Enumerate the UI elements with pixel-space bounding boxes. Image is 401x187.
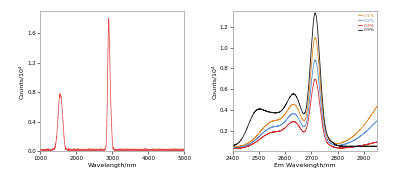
X-axis label: Em Wavelength/nm: Em Wavelength/nm xyxy=(274,163,336,168)
0.2% xyxy=(372,123,377,125)
Line: 0.1%: 0.1% xyxy=(233,38,377,147)
0.2% xyxy=(230,147,235,149)
0.9% xyxy=(345,145,350,148)
0.1% xyxy=(356,130,361,132)
0.2% xyxy=(286,117,290,119)
0.1% xyxy=(372,110,377,112)
Line: 0.2%: 0.2% xyxy=(233,60,377,148)
0.1% xyxy=(230,146,235,148)
0.1% xyxy=(286,109,290,111)
0.2% xyxy=(313,59,318,61)
0.1% xyxy=(231,146,235,148)
0.9% xyxy=(255,108,260,111)
0.3% xyxy=(286,124,290,126)
0.1% xyxy=(247,141,251,144)
0.3% xyxy=(372,142,377,144)
0.2% xyxy=(247,143,251,145)
0.9% xyxy=(375,145,379,147)
0.9% xyxy=(230,144,235,147)
0.9% xyxy=(292,93,297,95)
0.1% xyxy=(313,36,318,39)
0.9% xyxy=(286,99,290,102)
0.3% xyxy=(356,145,361,147)
Legend: 0.1%, 0.2%, 0.3%, 0.9%: 0.1%, 0.2%, 0.3%, 0.9% xyxy=(358,13,375,33)
0.2% xyxy=(375,120,379,122)
0.9% xyxy=(313,12,318,14)
0.9% xyxy=(372,145,377,147)
0.2% xyxy=(292,113,297,115)
Y-axis label: Counts/10⁴: Counts/10⁴ xyxy=(211,64,217,99)
0.3% xyxy=(231,148,235,150)
0.3% xyxy=(230,148,235,150)
0.9% xyxy=(356,145,361,147)
0.3% xyxy=(292,121,297,123)
Line: 0.9%: 0.9% xyxy=(233,13,377,147)
0.1% xyxy=(375,105,379,108)
0.2% xyxy=(232,147,237,149)
X-axis label: Wavelength/nm: Wavelength/nm xyxy=(87,163,137,168)
Line: 0.3%: 0.3% xyxy=(233,79,377,149)
0.1% xyxy=(255,134,260,136)
0.3% xyxy=(247,145,251,147)
0.2% xyxy=(356,136,361,139)
Y-axis label: Counts/10⁴: Counts/10⁴ xyxy=(19,64,24,99)
0.3% xyxy=(375,141,379,143)
0.3% xyxy=(313,78,318,80)
0.3% xyxy=(255,140,260,142)
0.2% xyxy=(255,137,260,139)
0.9% xyxy=(247,122,251,125)
0.1% xyxy=(292,103,297,106)
